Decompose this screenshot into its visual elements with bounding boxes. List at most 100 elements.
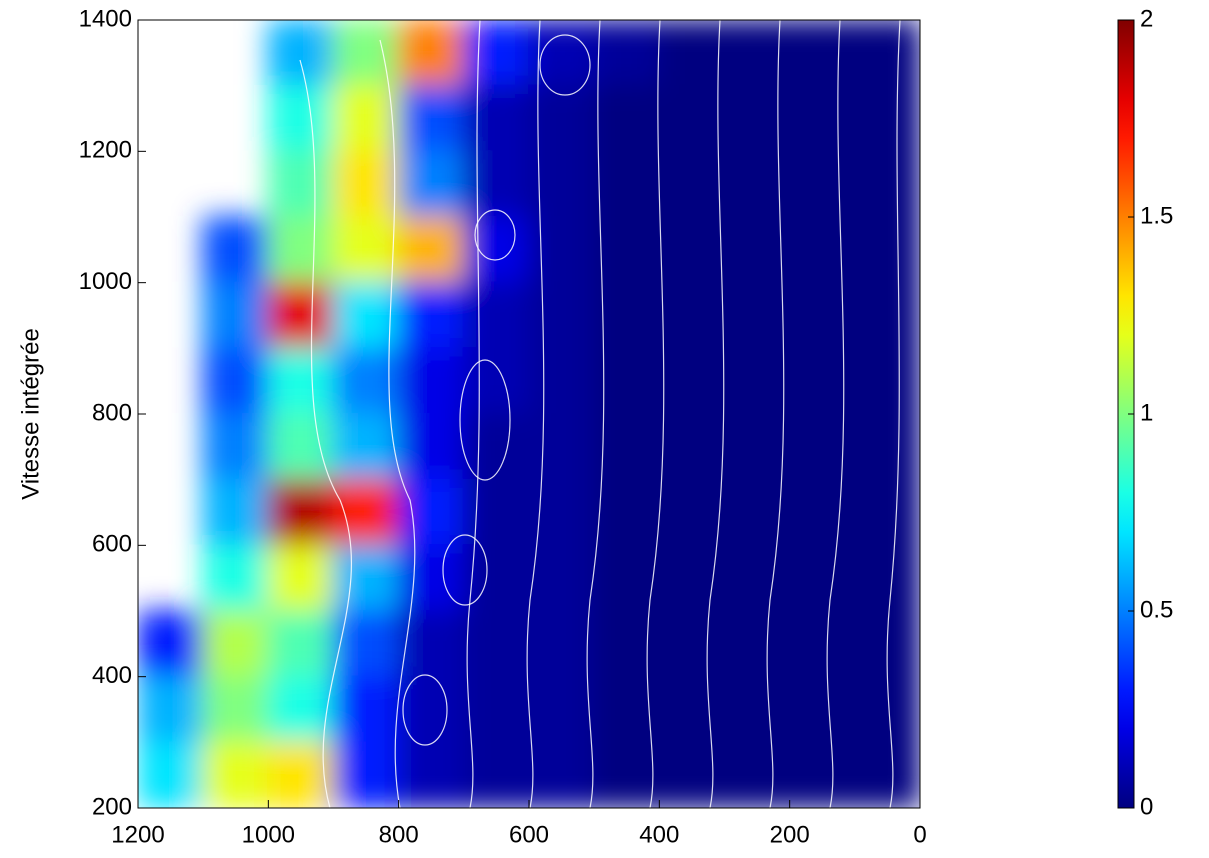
heat-cell [462,347,530,415]
heat-cell [853,478,920,547]
heat-cell [723,741,791,808]
heat-cell [528,741,596,808]
heat-cell [528,610,596,678]
heat-cell [853,413,920,481]
x-tick-label: 400 [639,821,679,848]
heat-cell [397,610,465,678]
heat-cell [593,216,661,284]
heat-cell [332,478,400,547]
heat-cell [788,413,856,481]
heat-cell [202,544,270,612]
heat-cell [462,413,530,481]
heat-cell [332,544,400,612]
heatmap-field [138,20,920,808]
colorbar-tick-label: 2 [1140,5,1153,32]
heat-cell [658,675,726,744]
heat-cell [332,741,400,808]
heat-cell [138,675,205,744]
heat-cell [267,413,335,481]
heat-cell [658,347,726,415]
heat-cell [332,675,400,744]
colorbar-tick-label: 1.5 [1140,202,1173,229]
heat-cell [853,347,920,415]
heat-cell [332,610,400,678]
x-tick-label: 200 [770,821,810,848]
heat-cell [723,347,791,415]
heat-cell [462,281,530,350]
heat-cell [788,347,856,415]
heat-cell [658,478,726,547]
heat-cell [593,20,661,87]
heat-cell [723,675,791,744]
heat-cell [723,413,791,481]
x-tick-label: 1200 [111,821,164,848]
heat-cell [332,84,400,153]
heat-cell [397,675,465,744]
heat-cell [658,610,726,678]
heat-cell [723,281,791,350]
y-axis-label: Vitesse intégrée [17,328,44,500]
heat-cell [202,413,270,481]
heat-cell [462,20,530,87]
y-tick-label: 400 [92,662,132,689]
heat-cell [397,413,465,481]
heat-cell [332,20,400,87]
heat-cell [593,281,661,350]
heat-cell [462,610,530,678]
heat-cell [723,20,791,87]
heat-cell [593,544,661,612]
y-tick-label: 600 [92,531,132,558]
heat-cell [788,478,856,547]
heat-cell [723,150,791,218]
heat-cell [202,675,270,744]
heat-cell [788,281,856,350]
x-tick-label: 1000 [242,821,295,848]
heat-cell [397,216,465,284]
heat-cell [853,20,920,87]
heat-cell [202,741,270,808]
heat-cell [528,216,596,284]
heat-cell [202,347,270,415]
heat-cell [658,741,726,808]
heat-cell [658,281,726,350]
heat-cell [397,281,465,350]
heat-cell [853,281,920,350]
heat-cell [593,741,661,808]
heat-cell [267,281,335,350]
heat-cell [658,216,726,284]
heat-cell [462,150,530,218]
heat-cell [593,610,661,678]
heat-cell [528,675,596,744]
heat-cell [593,478,661,547]
y-tick-label: 1400 [79,5,132,32]
heat-cell [853,675,920,744]
heat-cell [788,741,856,808]
heat-cell [853,84,920,153]
heat-cell [528,281,596,350]
heat-cell [853,150,920,218]
colorbar-tick-label: 0.5 [1140,596,1173,623]
heat-cell [267,216,335,284]
y-tick-label: 800 [92,399,132,426]
heat-cell [267,347,335,415]
heat-cell [267,544,335,612]
heat-cell [397,478,465,547]
heat-cell [138,741,205,808]
x-tick-label: 0 [913,821,926,848]
heat-cell [267,675,335,744]
heat-cell [397,347,465,415]
heat-cell [658,20,726,87]
heat-cell [267,610,335,678]
heat-cell [658,413,726,481]
heat-cell [723,544,791,612]
contours [299,20,901,808]
heat-cell [202,216,270,284]
heat-cell [397,84,465,153]
heat-cell [788,675,856,744]
y-tick-label: 200 [92,793,132,820]
heat-cell [788,216,856,284]
heat-cell [788,544,856,612]
heat-cell [397,741,465,808]
heat-cell [853,216,920,284]
